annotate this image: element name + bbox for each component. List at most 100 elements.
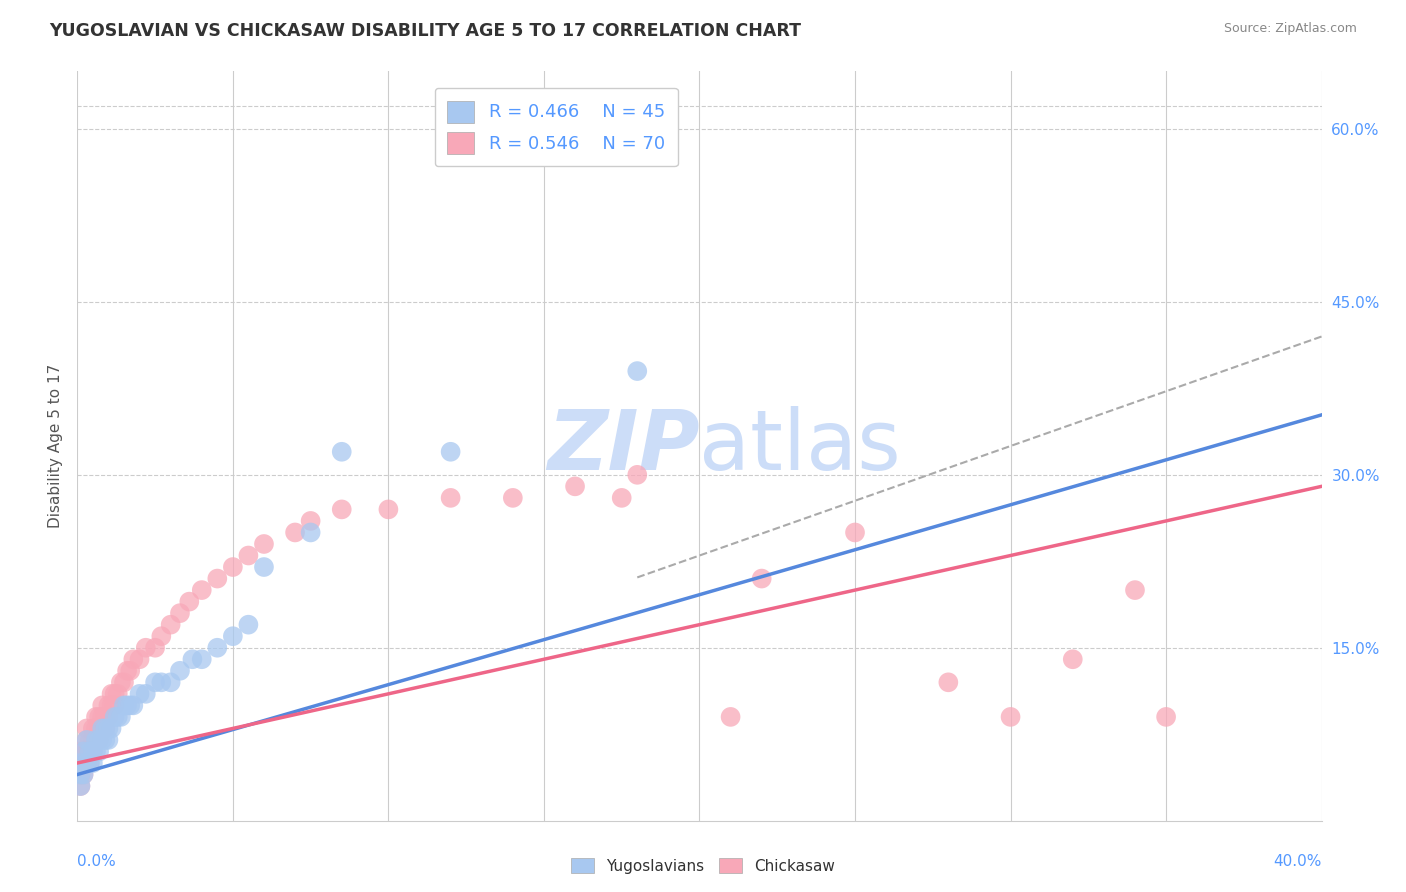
Point — [69, 767, 91, 781]
Point — [91, 710, 114, 724]
Point — [122, 652, 145, 666]
Point — [69, 756, 91, 770]
Point — [104, 687, 127, 701]
Text: Source: ZipAtlas.com: Source: ZipAtlas.com — [1223, 22, 1357, 36]
Point — [159, 617, 181, 632]
Point — [143, 640, 166, 655]
Point — [79, 756, 101, 770]
Point — [207, 572, 229, 586]
Point — [94, 722, 117, 736]
Point — [97, 698, 120, 713]
Point — [91, 722, 114, 736]
Point — [91, 722, 114, 736]
Point — [143, 675, 166, 690]
Point — [100, 722, 122, 736]
Point — [87, 710, 110, 724]
Point — [82, 722, 104, 736]
Point — [82, 733, 104, 747]
Point — [107, 687, 129, 701]
Point — [79, 756, 101, 770]
Point — [238, 549, 260, 563]
Point — [1000, 710, 1022, 724]
Point — [253, 537, 276, 551]
Point — [110, 710, 132, 724]
Legend: Yugoslavians, Chickasaw: Yugoslavians, Chickasaw — [565, 852, 841, 880]
Point — [72, 744, 94, 758]
Point — [94, 710, 117, 724]
Point — [72, 756, 94, 770]
Point — [82, 756, 104, 770]
Point — [79, 744, 101, 758]
Point — [76, 733, 98, 747]
Point — [79, 733, 101, 747]
Point — [76, 756, 98, 770]
Point — [76, 756, 98, 770]
Point — [69, 756, 91, 770]
Point — [115, 664, 138, 678]
Point — [150, 629, 173, 643]
Point — [94, 722, 117, 736]
Point — [150, 675, 173, 690]
Point — [299, 514, 322, 528]
Point — [100, 687, 122, 701]
Text: atlas: atlas — [700, 406, 901, 486]
Point — [87, 733, 110, 747]
Point — [120, 664, 142, 678]
Point — [82, 744, 104, 758]
Point — [94, 733, 117, 747]
Point — [159, 675, 181, 690]
Point — [238, 617, 260, 632]
Point — [84, 744, 107, 758]
Legend: R = 0.466    N = 45, R = 0.546    N = 70: R = 0.466 N = 45, R = 0.546 N = 70 — [434, 88, 678, 166]
Point — [84, 733, 107, 747]
Text: ZIP: ZIP — [547, 406, 700, 486]
Point — [1123, 583, 1146, 598]
Point — [97, 733, 120, 747]
Point — [76, 722, 98, 736]
Point — [104, 710, 127, 724]
Text: 40.0%: 40.0% — [1274, 855, 1322, 870]
Point — [128, 687, 150, 701]
Point — [69, 767, 91, 781]
Point — [844, 525, 866, 540]
Point — [564, 479, 586, 493]
Point — [626, 467, 648, 482]
Point — [626, 364, 648, 378]
Point — [128, 652, 150, 666]
Point — [169, 664, 191, 678]
Point — [110, 675, 132, 690]
Point — [720, 710, 742, 724]
Point — [1154, 710, 1177, 724]
Text: 0.0%: 0.0% — [77, 855, 117, 870]
Point — [122, 698, 145, 713]
Point — [330, 444, 353, 458]
Point — [284, 525, 307, 540]
Point — [936, 675, 959, 690]
Point — [72, 767, 94, 781]
Point — [104, 698, 127, 713]
Point — [135, 640, 157, 655]
Point — [115, 698, 138, 713]
Point — [190, 583, 214, 598]
Point — [377, 502, 399, 516]
Point — [76, 744, 98, 758]
Point — [439, 444, 461, 458]
Point — [610, 491, 633, 505]
Point — [69, 779, 91, 793]
Point — [253, 560, 276, 574]
Point — [751, 572, 773, 586]
Point — [87, 733, 110, 747]
Point — [179, 594, 201, 608]
Point — [69, 744, 91, 758]
Point — [69, 779, 91, 793]
Point — [84, 722, 107, 736]
Point — [299, 525, 322, 540]
Point — [207, 640, 229, 655]
Point — [135, 687, 157, 701]
Point — [222, 560, 245, 574]
Point — [107, 710, 129, 724]
Point — [79, 744, 101, 758]
Point — [439, 491, 461, 505]
Point — [87, 722, 110, 736]
Point — [82, 744, 104, 758]
